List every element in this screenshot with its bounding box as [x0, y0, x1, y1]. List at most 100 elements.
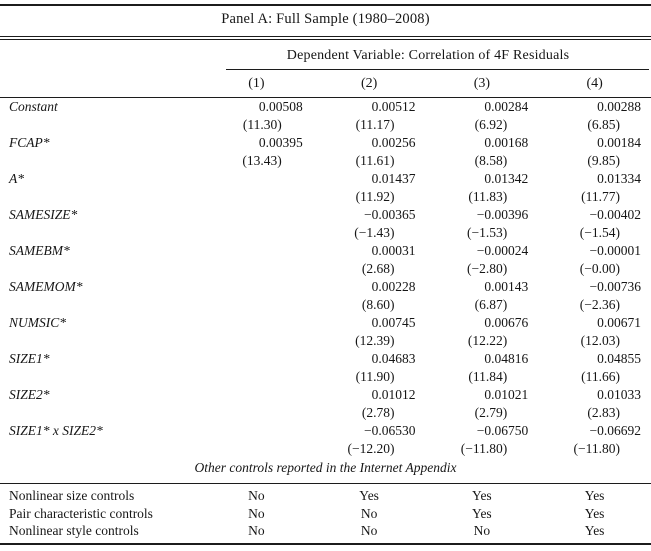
t-statistic-value — [200, 296, 313, 314]
t-statistic-value: (6.85) — [587, 117, 620, 132]
cell: 0.01342 (11.83) — [426, 170, 539, 206]
cell — [200, 314, 313, 350]
coefficient-value: 0.00395 — [258, 135, 303, 150]
bottom-rule — [0, 542, 651, 545]
t-statistic-value — [200, 188, 313, 206]
cell: 0.00284 (6.92) — [426, 98, 539, 134]
cell: −0.00001 (−0.00) — [538, 242, 651, 278]
cell: 0.00395 (13.43) — [200, 134, 313, 170]
cell — [200, 278, 313, 314]
table-row-samebm: SAMEBM* 0.00031 (2.68) −0.00024 (−2.80) … — [0, 242, 651, 278]
coefficient-value: −0.06530 — [364, 423, 416, 438]
dependent-variable-underline-rule — [226, 69, 649, 70]
controls-section: Nonlinear size controls No Yes Yes Yes P… — [0, 484, 651, 540]
column-header-4: (4) — [586, 76, 603, 91]
cell: 0.00256 (11.61) — [313, 134, 426, 170]
t-statistic-value: (11.61) — [355, 153, 395, 168]
coefficient-value: 0.04683 — [371, 351, 416, 366]
control-row-nonlinear-size: Nonlinear size controls No Yes Yes Yes — [0, 487, 651, 505]
cell — [200, 422, 313, 458]
t-statistic-value: (6.92) — [474, 117, 508, 132]
control-value: No — [248, 505, 265, 521]
coefficient-value: −0.00736 — [589, 279, 642, 294]
coefficient-value: −0.00001 — [589, 243, 642, 258]
coefficient-value: −0.00402 — [589, 207, 642, 222]
t-statistic-value: (11.17) — [355, 117, 395, 132]
cell: 0.00168 (8.58) — [426, 134, 539, 170]
cell: 0.00288 (6.85) — [538, 98, 651, 134]
control-label: Pair characteristic controls — [9, 505, 153, 521]
row-label: SIZE2* — [9, 387, 50, 402]
table-row-fcap: FCAP* 0.00395 (13.43) 0.00256 (11.61) 0.… — [0, 134, 651, 170]
cell: −0.06750 (−11.80) — [426, 422, 539, 458]
t-statistic-value: (−1.53) — [467, 225, 508, 240]
cell: 0.00143 (6.87) — [426, 278, 539, 314]
row-label: A* — [9, 171, 24, 186]
coefficient-value: 0.00508 — [258, 99, 303, 114]
cell: 0.00508 (11.30) — [200, 98, 313, 134]
control-value: Yes — [359, 488, 379, 503]
cell: 0.00512 (11.17) — [313, 98, 426, 134]
coefficient-value — [200, 422, 313, 440]
row-label: SAMEMOM* — [9, 279, 83, 294]
t-statistic-value: (−2.36) — [579, 297, 620, 312]
t-statistic-value: (9.85) — [587, 153, 620, 168]
cell: −0.00365 (−1.43) — [313, 206, 426, 242]
coefficient-value: 0.01033 — [597, 387, 641, 402]
control-value: No — [360, 523, 378, 538]
control-value: Yes — [584, 505, 605, 521]
panel-title: Panel A: Full Sample (1980–2008) — [221, 11, 430, 27]
cell — [200, 206, 313, 242]
column-header-spacer — [0, 70, 200, 97]
control-row-nonlinear-style: Nonlinear style controls No No No Yes — [0, 522, 651, 540]
cell: −0.00024 (−2.80) — [426, 242, 539, 278]
t-statistic-value: (11.83) — [468, 189, 508, 204]
coefficient-value: −0.06750 — [476, 423, 529, 438]
t-statistic-value: (−0.00) — [579, 261, 620, 276]
row-label: Constant — [9, 99, 58, 114]
cell: 0.01033 (2.83) — [538, 386, 651, 422]
cell: 0.04816 (11.84) — [426, 350, 539, 386]
control-value: Yes — [584, 488, 605, 503]
table-row-constant: Constant 0.00508 (11.30) 0.00512 (11.17)… — [0, 98, 651, 134]
t-statistic-value: (−1.43) — [354, 225, 395, 240]
cell: −0.06692 (−11.80) — [538, 422, 651, 458]
cell: 0.00228 (8.60) — [313, 278, 426, 314]
t-statistic-value: (8.60) — [361, 297, 395, 312]
coefficient-value: 0.00168 — [484, 135, 529, 150]
coefficient-value: 0.04855 — [597, 351, 641, 366]
cell: 0.00676 (12.22) — [426, 314, 539, 350]
control-value: Yes — [584, 523, 605, 538]
cell — [200, 242, 313, 278]
top-rule — [0, 4, 651, 6]
coefficient-value: 0.00256 — [371, 135, 416, 150]
t-statistic-value: (−1.54) — [579, 225, 620, 240]
coefficient-value: 0.00143 — [484, 279, 529, 294]
t-statistic-value — [200, 332, 313, 350]
t-statistic-value: (12.22) — [467, 333, 508, 348]
row-label: SIZE1* — [9, 351, 50, 366]
t-statistic-value: (12.39) — [355, 333, 395, 348]
control-value: No — [248, 488, 265, 503]
t-statistic-value: (11.92) — [355, 189, 395, 204]
row-label: SIZE1* x SIZE2* — [9, 423, 103, 438]
cell: 0.04855 (11.66) — [538, 350, 651, 386]
coefficient-value: 0.00671 — [597, 315, 641, 330]
t-statistic-value — [200, 368, 313, 386]
t-statistic-value: (2.79) — [474, 405, 508, 420]
coefficient-value: −0.00396 — [476, 207, 529, 222]
control-row-pair-characteristic: Pair characteristic controls No No Yes Y… — [0, 505, 651, 523]
t-statistic-value — [200, 404, 313, 422]
coefficient-value: 0.01437 — [371, 171, 416, 186]
t-statistic-value: (−12.20) — [347, 441, 395, 456]
table-row-samemom: SAMEMOM* 0.00228 (8.60) 0.00143 (6.87) −… — [0, 278, 651, 314]
cell: −0.06530 (−12.20) — [313, 422, 426, 458]
coefficient-value — [200, 206, 313, 224]
cell — [200, 170, 313, 206]
coefficient-value: −0.00365 — [364, 207, 416, 222]
coefficient-value: 0.00284 — [484, 99, 529, 114]
t-statistic-value: (11.77) — [581, 189, 620, 204]
column-header-row: (1) (2) (3) (4) — [0, 70, 651, 97]
coefficient-value: 0.00031 — [371, 243, 416, 258]
coefficient-value: 0.00288 — [597, 99, 641, 114]
